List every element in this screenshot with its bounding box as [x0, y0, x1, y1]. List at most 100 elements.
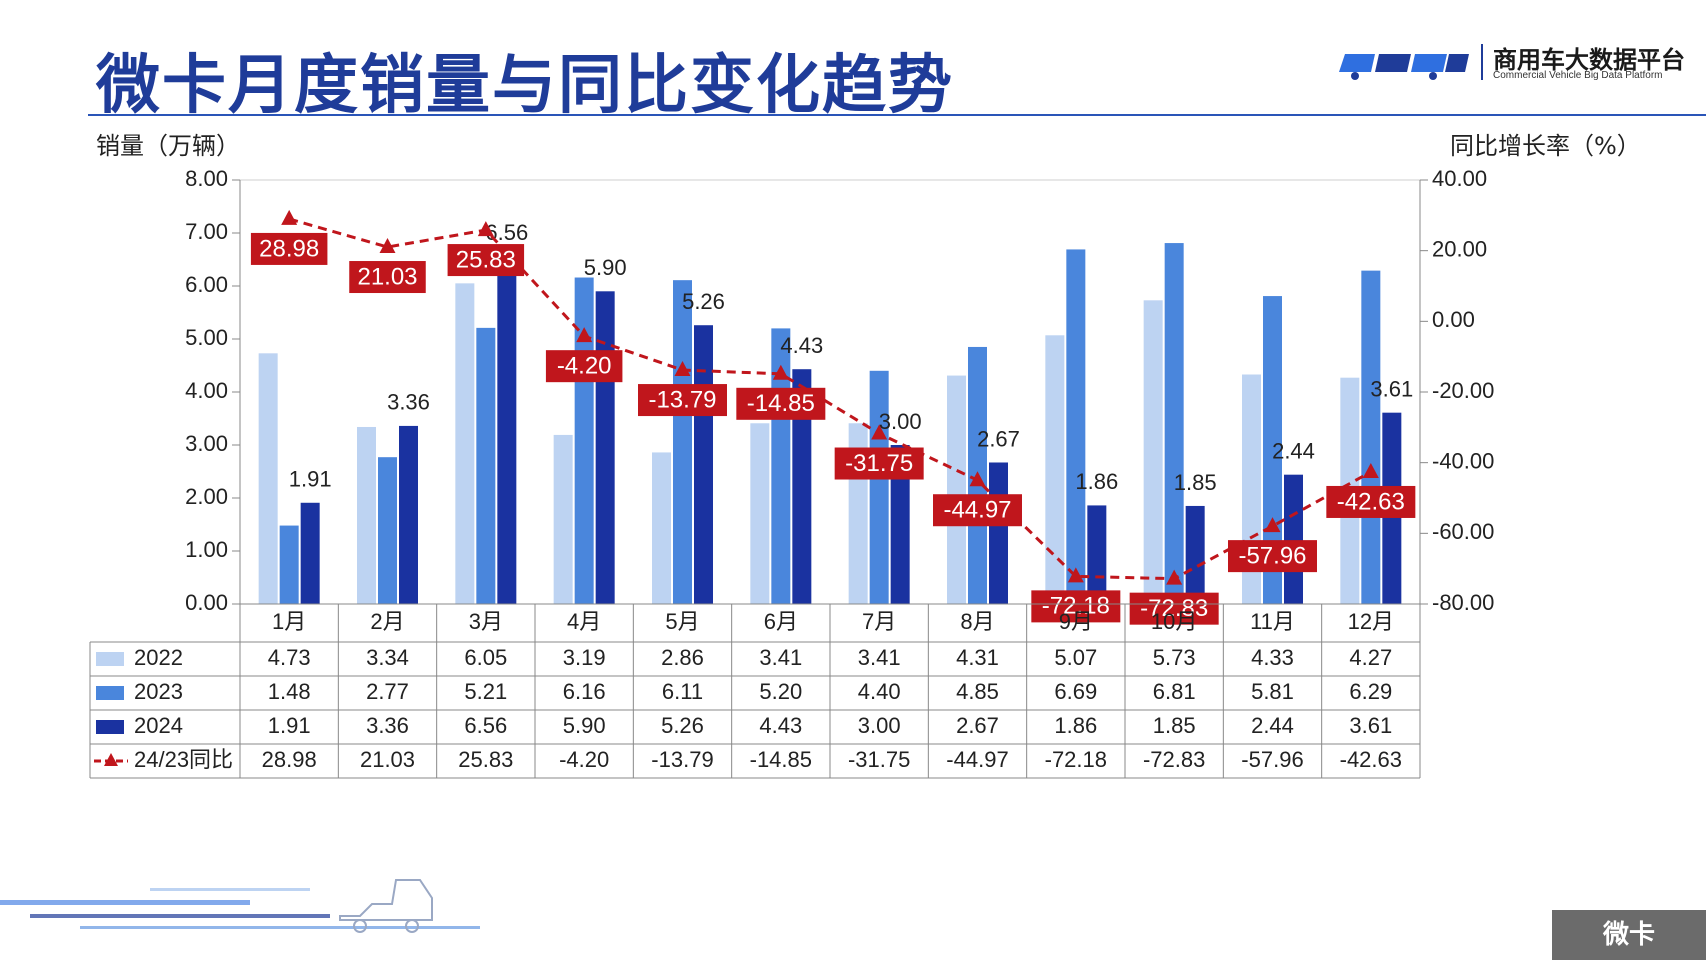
bar-data-label: 4.43 [780, 333, 823, 358]
table-cell: -44.97 [946, 747, 1008, 772]
bar-2024-9月 [1087, 505, 1107, 604]
bar-data-label: 2.44 [1272, 438, 1315, 463]
bar-data-label: 5.90 [584, 255, 627, 280]
right-axis-title: 同比增长率（%） [1450, 132, 1641, 160]
page-title: 微卡月度销量与同比变化趋势 [96, 49, 954, 123]
bar-2022-3月 [455, 283, 475, 604]
legend-swatch-marker [104, 753, 118, 766]
table-cell: 4.73 [268, 645, 311, 670]
table-cell: -72.18 [1045, 747, 1107, 772]
yoy-data-label: -72.83 [1140, 595, 1208, 622]
table-cell: 3.19 [563, 645, 606, 670]
yoy-marker-4月 [576, 327, 593, 343]
table-cell: 4.85 [956, 679, 999, 704]
yoy-data-label: -14.85 [747, 390, 815, 417]
title-divider [88, 114, 1706, 116]
yoy-data-label: -31.75 [845, 450, 913, 477]
bar-2022-5月 [652, 452, 671, 604]
table-cell: -57.96 [1241, 747, 1303, 772]
bar-2022-10月 [1143, 300, 1163, 604]
right-axis-tick-label: 40.00 [1432, 166, 1487, 191]
table-cell: -13.79 [651, 747, 713, 772]
bar-2022-8月 [947, 375, 966, 604]
x-axis-category-label: 1月 [272, 609, 306, 634]
table-cell: 6.56 [464, 713, 507, 738]
x-axis-category-label: 11月 [1250, 609, 1295, 634]
right-axis-tick-label: -40.00 [1432, 448, 1494, 473]
table-cell: 5.21 [464, 679, 507, 704]
yoy-marker-9月 [1067, 567, 1084, 583]
table-cell: 4.40 [858, 679, 901, 704]
table-cell: 2.77 [366, 679, 409, 704]
left-axis-tick-label: 3.00 [185, 431, 228, 456]
left-axis-tick-label: 8.00 [185, 166, 228, 191]
yoy-label-box [1031, 590, 1121, 623]
right-axis-tick-label: -80.00 [1432, 590, 1494, 615]
yoy-label-box [545, 350, 623, 383]
bar-2024-4月 [595, 291, 615, 604]
right-axis-tick-label: -20.00 [1432, 378, 1494, 403]
bar-2022-6月 [750, 423, 770, 604]
logo-name: 商用车大数据平台 [1493, 46, 1685, 74]
logo-subtitle: Commercial Vehicle Big Data Platform [1493, 70, 1663, 81]
yoy-label-box [1228, 540, 1317, 573]
yoy-label-box [447, 244, 525, 277]
yoy-data-label: -57.96 [1238, 542, 1306, 569]
bar-2023-2月 [378, 457, 397, 604]
category-tag: 微卡 [1552, 910, 1706, 960]
bar-data-label: 2.67 [977, 426, 1020, 451]
yoy-data-label: -72.18 [1042, 593, 1110, 620]
x-axis-category-label: 12月 [1348, 609, 1394, 634]
bar-data-label: 1.85 [1174, 470, 1217, 495]
table-cell: 25.83 [458, 747, 513, 772]
bar-2023-5月 [673, 280, 692, 604]
table-cell: 3.41 [759, 645, 802, 670]
yoy-label-box [834, 447, 924, 480]
bar-2023-7月 [869, 370, 889, 604]
bar-2023-3月 [476, 327, 496, 604]
yoy-marker-10月 [1166, 569, 1183, 585]
bar-2024-11月 [1284, 474, 1303, 604]
yoy-marker-11月 [1264, 517, 1281, 533]
yoy-data-label: 21.03 [357, 263, 417, 290]
table-cell: 5.07 [1054, 645, 1097, 670]
bar-2023-4月 [574, 277, 594, 604]
yoy-line [288, 217, 1372, 581]
table-cell: 3.41 [858, 645, 901, 670]
bar-data-label: 1.91 [289, 467, 332, 492]
bar-2024-7月 [890, 445, 910, 604]
bar-2024-6月 [792, 369, 812, 604]
table-cell: -42.63 [1340, 747, 1402, 772]
table-cell: 4.43 [759, 713, 802, 738]
bar-data-label: 3.36 [387, 390, 430, 415]
yoy-label-box [349, 261, 426, 294]
bar-2022-1月 [258, 353, 278, 604]
yoy-marker-7月 [871, 424, 888, 440]
bar-2024-8月 [989, 462, 1008, 604]
bar-data-label: 3.61 [1370, 376, 1413, 401]
bar-2023-12月 [1361, 270, 1381, 604]
truck-decoration-icon [0, 879, 480, 933]
bar-2022-4月 [553, 434, 573, 604]
table-cell: 2.44 [1251, 713, 1294, 738]
table-cell: 5.90 [563, 713, 606, 738]
x-axis-category-label: 3月 [469, 609, 503, 634]
bar-2022-9月 [1045, 335, 1065, 604]
yoy-marker-6月 [772, 364, 789, 380]
x-axis-category-label: 4月 [567, 609, 601, 634]
yoy-marker-2月 [379, 238, 396, 254]
left-axis-tick-label: 7.00 [185, 219, 228, 244]
table-cell: 5.81 [1251, 679, 1294, 704]
table-cell: 3.61 [1349, 713, 1392, 738]
table-cell: 21.03 [360, 747, 415, 772]
yoy-data-label: -4.20 [557, 353, 612, 380]
x-axis-category-label: 10月 [1151, 609, 1197, 634]
bar-data-label: 1.86 [1075, 469, 1118, 494]
yoy-label-box [638, 384, 727, 417]
yoy-label-box [1326, 485, 1416, 518]
table-cell: 4.33 [1251, 645, 1294, 670]
legend-swatch-2023 [96, 686, 124, 700]
truck-logo-icon [1339, 54, 1469, 80]
yoy-data-label: -44.97 [943, 497, 1011, 524]
legend-label-2022: 2022 [134, 645, 183, 670]
